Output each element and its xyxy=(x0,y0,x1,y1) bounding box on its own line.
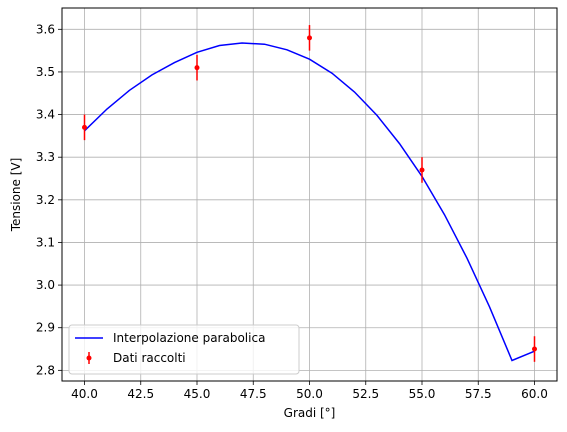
y-tick-label: 2.8 xyxy=(36,363,55,377)
fit-curve xyxy=(83,42,535,362)
data-point xyxy=(82,124,87,130)
x-tick-label: 40.0 xyxy=(71,387,98,401)
data-points xyxy=(82,25,537,362)
data-point xyxy=(307,35,312,41)
data-point xyxy=(532,346,537,352)
x-tick-label: 55.0 xyxy=(409,387,436,401)
fit-curve-line xyxy=(83,42,535,362)
x-tick-label: 50.0 xyxy=(296,387,323,401)
data-point xyxy=(419,167,425,173)
x-axis-label: Gradi [°] xyxy=(284,406,336,420)
legend-data-label: Dati raccolti xyxy=(113,351,186,365)
legend: Interpolazione parabolica Dati raccolti xyxy=(68,324,300,375)
y-axis-label: Tensione [V] xyxy=(9,158,23,233)
y-axis: 2.8 2.9 3.0 3.1 3.2 3.3 3.4 3.5 3.6 xyxy=(36,22,62,377)
x-tick-label: 42.5 xyxy=(127,387,154,401)
x-tick-label: 45.0 xyxy=(184,387,211,401)
legend-box xyxy=(68,324,300,375)
x-axis: 40.0 42.5 45.0 47.5 50.0 52.5 55.0 57.5 60.0 xyxy=(71,381,548,401)
x-tick-label: 60.0 xyxy=(521,387,548,401)
y-tick-label: 3.2 xyxy=(36,193,55,207)
y-tick-label: 3.1 xyxy=(36,235,55,249)
x-tick-label: 47.5 xyxy=(240,387,267,401)
y-tick-label: 3.4 xyxy=(36,108,55,122)
legend-point-swatch xyxy=(86,355,92,361)
x-tick-label: 57.5 xyxy=(465,387,492,401)
legend-fit-label: Interpolazione parabolica xyxy=(113,331,265,345)
data-point xyxy=(194,65,200,71)
y-tick-label: 3.3 xyxy=(36,150,55,164)
y-tick-label: 3.5 xyxy=(36,65,55,79)
x-tick-label: 52.5 xyxy=(352,387,379,401)
y-tick-label: 2.9 xyxy=(36,321,55,335)
y-tick-label: 3.6 xyxy=(36,22,55,36)
y-tick-label: 3.0 xyxy=(36,278,55,292)
